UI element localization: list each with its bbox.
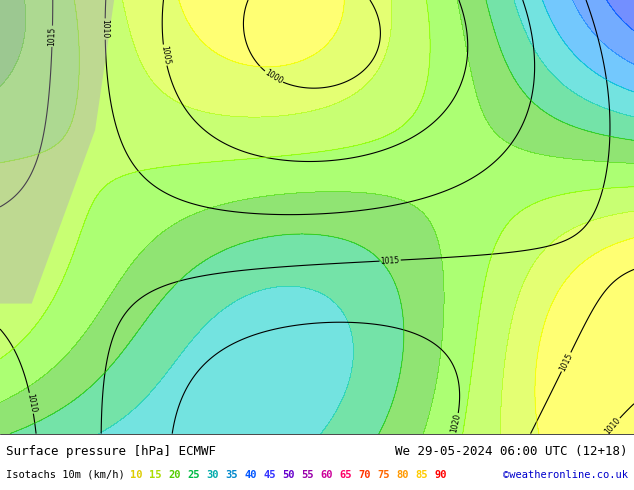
Text: We 29-05-2024 06:00 UTC (12+18): We 29-05-2024 06:00 UTC (12+18) <box>395 445 628 458</box>
Text: 1015: 1015 <box>380 256 400 266</box>
Text: 40: 40 <box>244 470 257 480</box>
Text: 1015: 1015 <box>558 351 574 372</box>
Text: Isotachs 10m (km/h): Isotachs 10m (km/h) <box>6 470 131 480</box>
Polygon shape <box>0 0 114 304</box>
Text: 1000: 1000 <box>263 69 284 86</box>
Text: 1010: 1010 <box>25 393 38 414</box>
Text: 15: 15 <box>149 470 162 480</box>
Text: 90: 90 <box>434 470 447 480</box>
Text: 80: 80 <box>396 470 409 480</box>
Text: Surface pressure [hPa] ECMWF: Surface pressure [hPa] ECMWF <box>6 445 216 458</box>
Text: 50: 50 <box>282 470 295 480</box>
Text: 1020: 1020 <box>450 413 463 434</box>
Text: 1010: 1010 <box>101 20 110 39</box>
Text: 10: 10 <box>130 470 143 480</box>
Text: 1005: 1005 <box>158 45 171 66</box>
Text: 85: 85 <box>415 470 428 480</box>
Text: 70: 70 <box>358 470 371 480</box>
Text: 25: 25 <box>187 470 200 480</box>
Text: ©weatheronline.co.uk: ©weatheronline.co.uk <box>503 470 628 480</box>
Text: 45: 45 <box>263 470 276 480</box>
Text: 30: 30 <box>206 470 219 480</box>
Text: 1015: 1015 <box>48 26 57 46</box>
Text: 20: 20 <box>168 470 181 480</box>
Text: 35: 35 <box>225 470 238 480</box>
Text: 1010: 1010 <box>603 416 623 436</box>
Text: 65: 65 <box>339 470 352 480</box>
Text: 60: 60 <box>320 470 333 480</box>
Text: 75: 75 <box>377 470 390 480</box>
Text: 55: 55 <box>301 470 314 480</box>
